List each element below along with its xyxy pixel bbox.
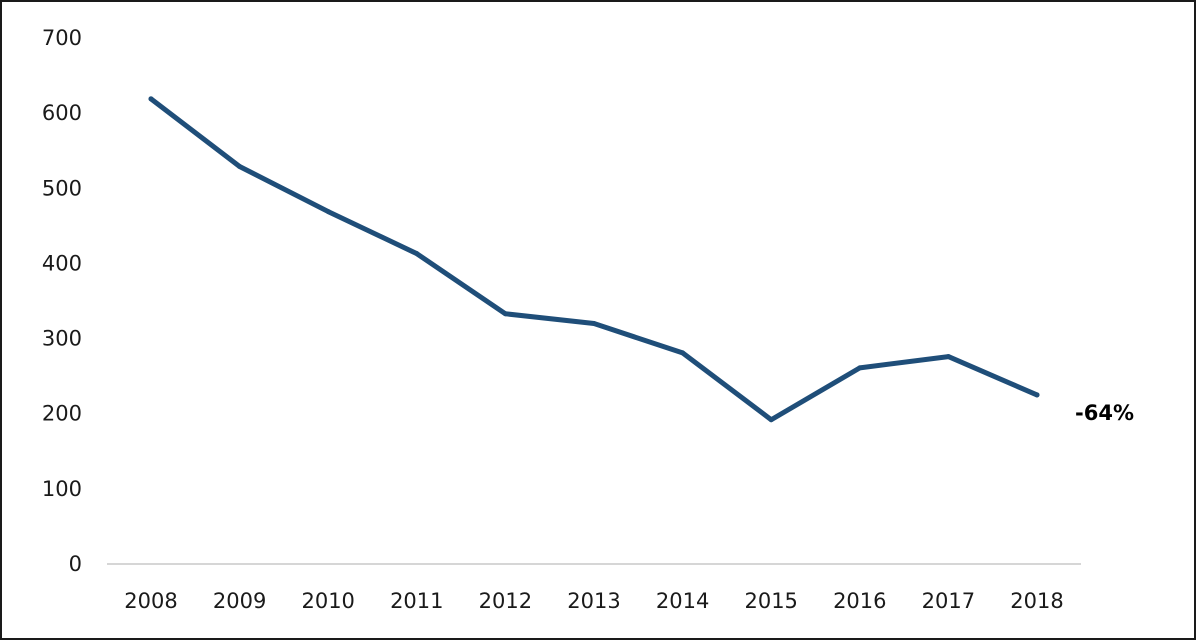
x-tick-label: 2014 [656,589,709,613]
y-tick-label: 500 [42,176,82,200]
x-tick-label: 2015 [744,589,797,613]
data-point [414,251,420,257]
series-line [148,96,1040,423]
y-tick-label: 400 [42,251,82,275]
x-tick-label: 2008 [124,589,177,613]
x-tick-label: 2010 [301,589,354,613]
y-tick-label: 200 [42,402,82,426]
data-point [148,96,154,102]
x-tick-label: 2012 [479,589,532,613]
y-axis-ticks: 0 100 200 300 400 500 600 700 [42,26,82,576]
x-tick-label: 2009 [213,589,266,613]
change-annotation: -64% [1075,401,1134,425]
y-tick-label: 0 [69,552,82,576]
y-tick-label: 100 [42,477,82,501]
data-point [945,354,951,360]
data-point [591,321,597,327]
data-point [768,417,774,423]
data-point [237,163,243,169]
x-tick-label: 2017 [922,589,975,613]
y-tick-label: 700 [42,26,82,50]
y-tick-label: 600 [42,101,82,125]
data-point [325,209,331,215]
y-tick-label: 300 [42,327,82,351]
data-point [1034,392,1040,398]
x-tick-label: 2013 [567,589,620,613]
x-axis-ticks: 2008 2009 2010 2011 2012 2013 2014 2015 2016 2017… [124,589,1063,613]
x-tick-label: 2018 [1010,589,1063,613]
x-tick-label: 2016 [833,589,886,613]
data-point [857,365,863,371]
data-point [502,311,508,317]
x-tick-label: 2011 [390,589,443,613]
data-points [148,96,1040,423]
data-point [680,350,686,356]
